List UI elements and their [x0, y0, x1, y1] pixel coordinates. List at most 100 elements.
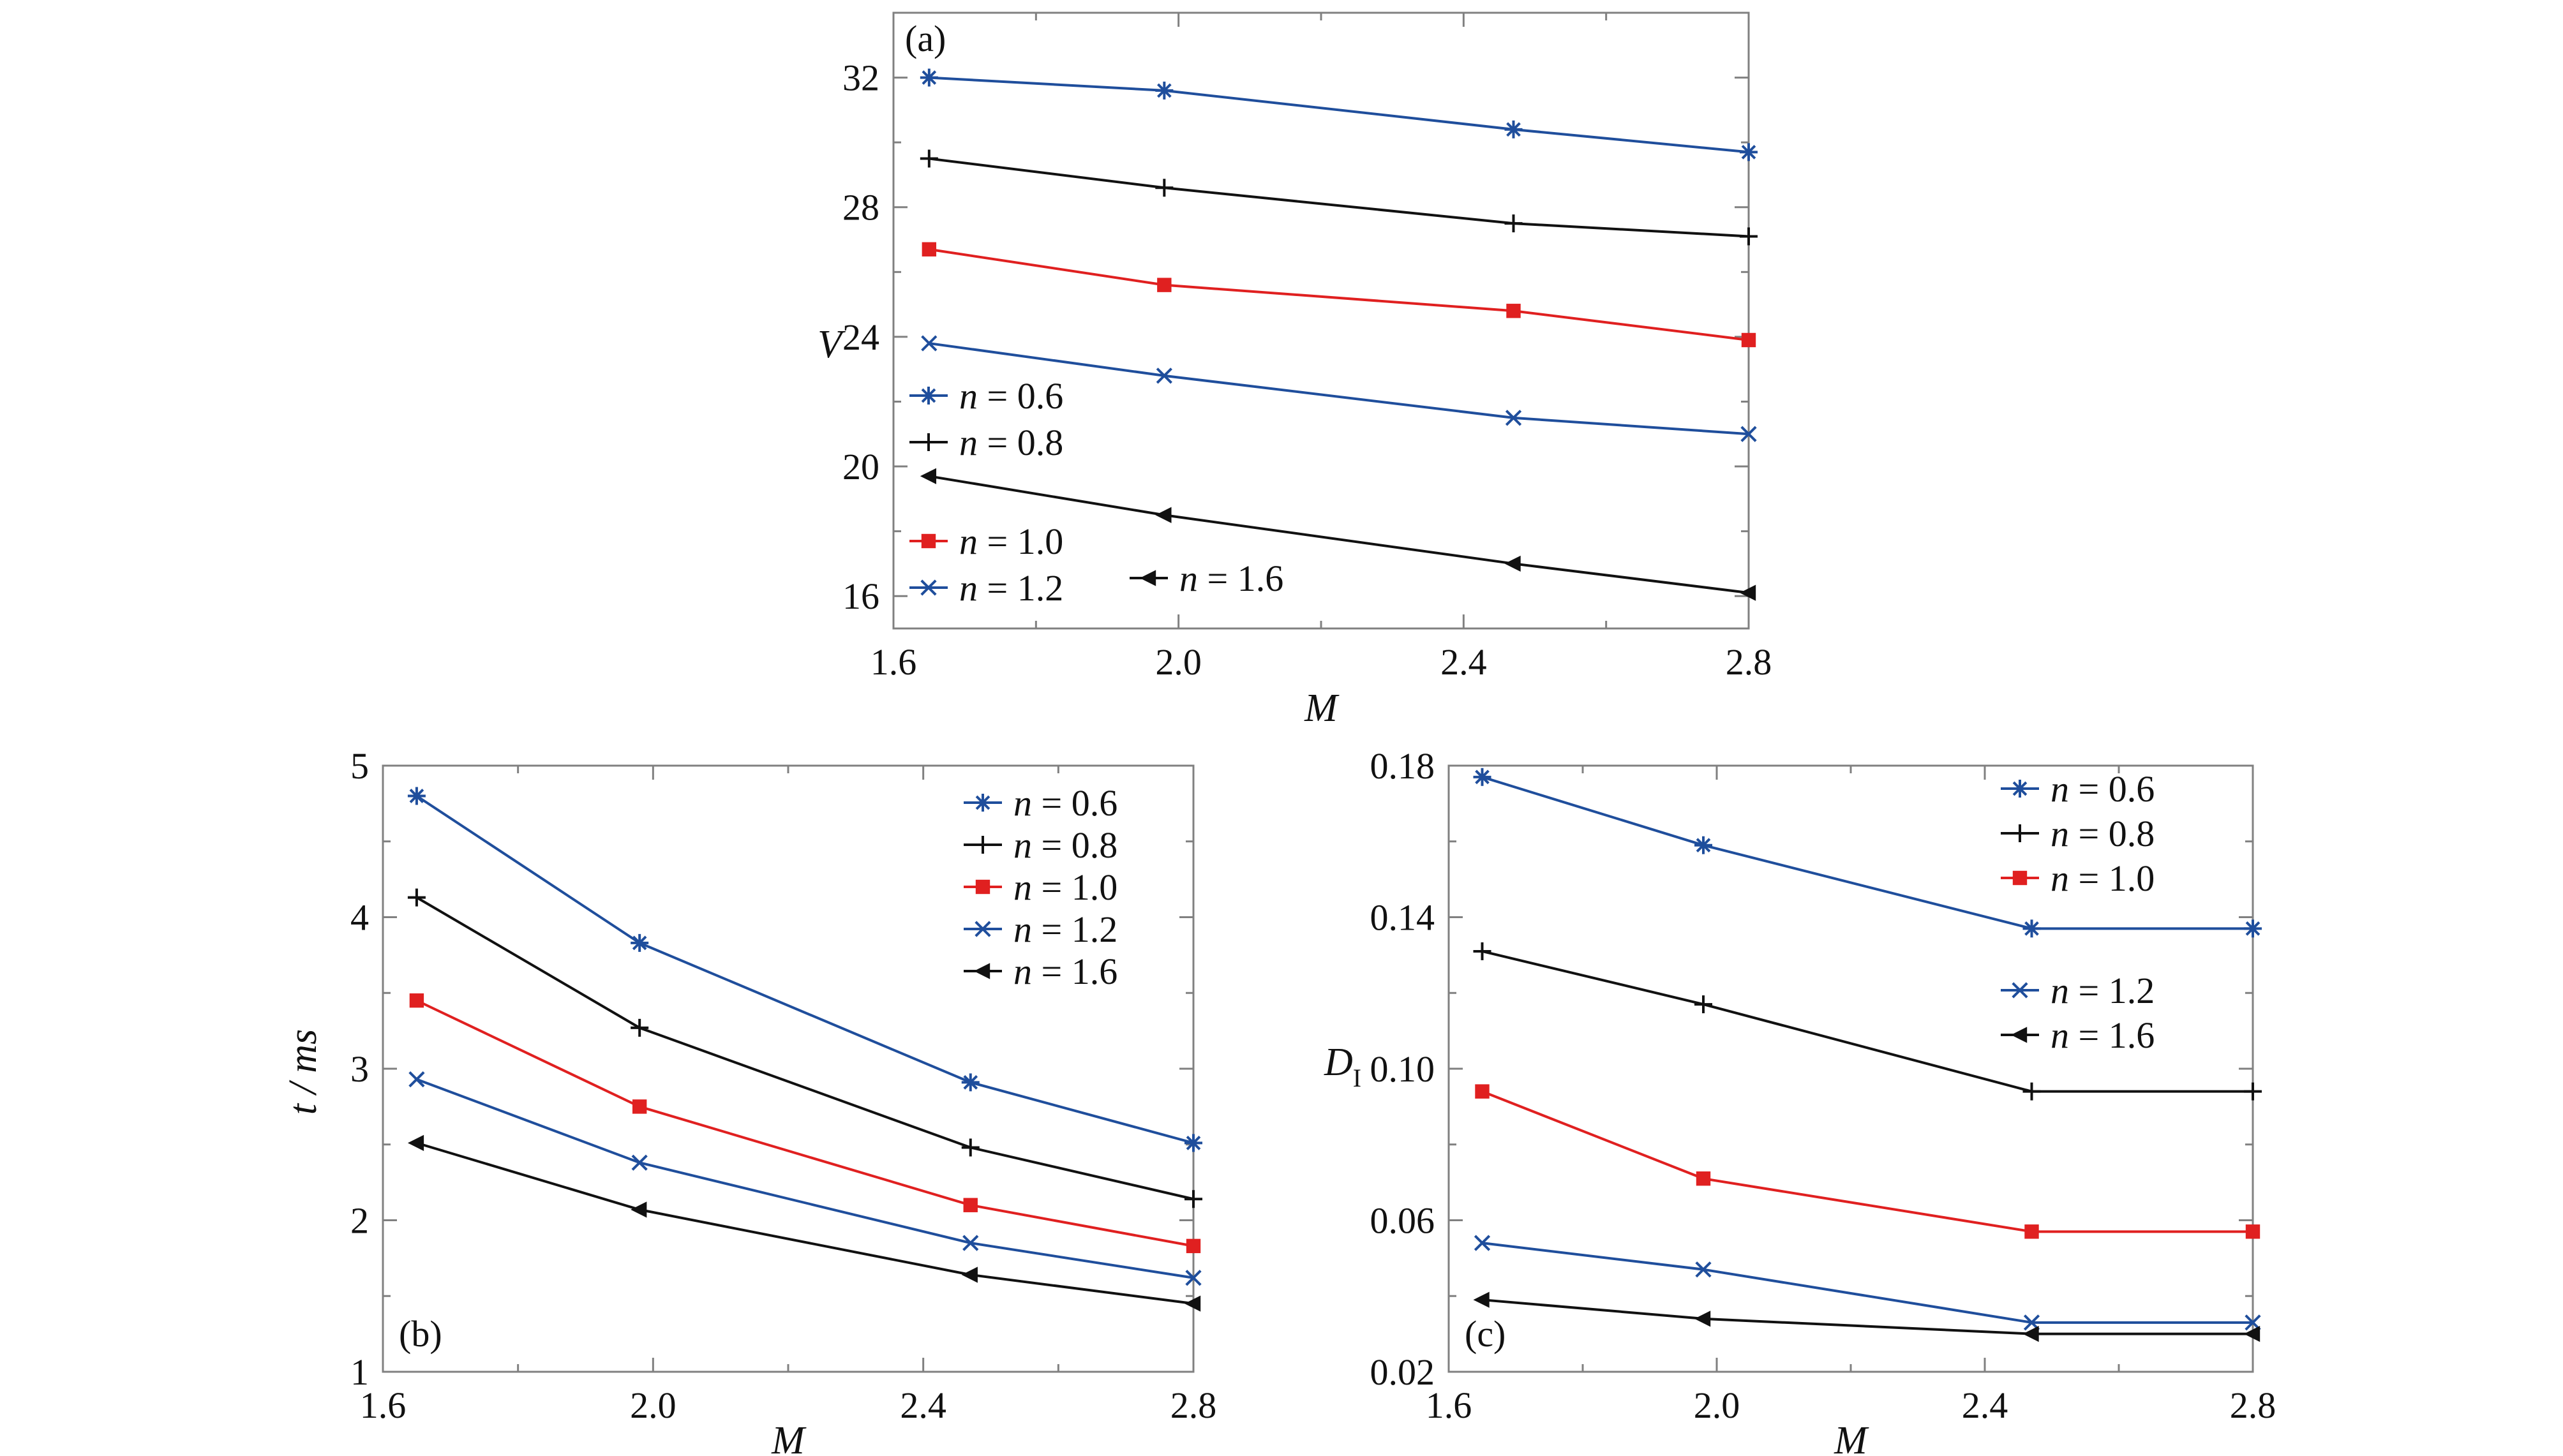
legend-label-var-a-2: n: [959, 521, 978, 562]
data-point-c-4-1: [1694, 1311, 1711, 1327]
legend-marker-c-4: [2011, 1027, 2028, 1043]
plot-frame-c: [1447, 764, 2254, 1373]
legend-c: n = 0.6n = 0.8n = 1.0n = 1.2n = 1.6: [2001, 768, 2155, 1056]
legend-marker-a-0: [920, 387, 938, 405]
data-point-a-0-0: [920, 68, 938, 87]
series-line-a-1: [929, 157, 1749, 238]
legend-label-val-c-3: = 1.2: [2069, 970, 2155, 1011]
y-tick-label-c-3: 0.14: [1370, 897, 1435, 939]
series-line-c-1: [1482, 949, 2253, 1093]
series-line-a-2: [929, 248, 1749, 341]
series-line-a-0: [929, 76, 1749, 154]
data-point-c-0-1: [1694, 836, 1712, 854]
data-point-a-3-0: [921, 335, 938, 352]
y-tick-label-a-1: 20: [842, 446, 879, 487]
y-tick-label-a-2: 24: [842, 316, 879, 358]
data-point-a-1-1: [1155, 179, 1174, 197]
y-tick-label-b-3: 4: [350, 897, 369, 939]
x-tick-label-c-2: 2.4: [1962, 1385, 2008, 1426]
series-line-b-1: [415, 896, 1194, 1201]
legend-marker-b-0: [974, 794, 992, 812]
legend-label-val-a-4: = 1.6: [1198, 558, 1283, 599]
chart-panel-c: 1.6 2.0 2.4 2.8 0.02 0.06 0.10 0.14 0.18 (c) M D…: [1324, 745, 2276, 1456]
data-point-c-3-1: [1695, 1261, 1712, 1278]
data-point-c-2-3: [2245, 1224, 2260, 1239]
y-tick-label-b-2: 3: [350, 1048, 369, 1090]
panel-label-a: (a): [905, 18, 946, 59]
series-line-c-0: [1481, 775, 2253, 930]
data-point-a-1-3: [1740, 227, 1758, 246]
data-point-a-1-2: [1504, 214, 1523, 233]
data-point-c-1-0: [1473, 942, 1491, 960]
legend-a: n = 0.6n = 0.8n = 1.0n = 1.2 n = 1.6: [909, 375, 1283, 609]
legend-label-b-2: n = 1.0: [1013, 866, 1117, 908]
legend-label-val-c-2: = 1.0: [2069, 858, 2155, 899]
legend-entry-b-3: n = 1.2: [964, 909, 1117, 950]
data-point-a-4-2: [1504, 555, 1521, 572]
data-point-c-0-0: [1473, 768, 1491, 786]
data-point-a-2-3: [1741, 332, 1756, 348]
series-line-c-3: [1482, 1242, 2253, 1324]
data-point-b-2-0: [409, 993, 424, 1008]
y-tick-label-c-0: 0.02: [1370, 1351, 1435, 1393]
legend-label-var-a-1: n: [959, 422, 978, 463]
y-tick-label-b-0: 1: [350, 1351, 369, 1393]
x-tick-label-c-0: 1.6: [1426, 1385, 1472, 1426]
legend-entry-a-4: n = 1.6: [1130, 558, 1283, 599]
legend-label-c-3: n = 1.2: [2051, 970, 2155, 1011]
series-line-a-3: [929, 342, 1749, 436]
legend-b: n = 0.6n = 0.8n = 1.0n = 1.2n = 1.6: [964, 782, 1117, 992]
legend-label-val-a-2: = 1.0: [978, 521, 1063, 562]
legend-label-c-0: n = 0.6: [2051, 768, 2155, 810]
legend-label-val-c-0: = 0.6: [2069, 768, 2155, 810]
legend-label-val-a-1: = 0.8: [978, 422, 1063, 463]
y-tick-label-c-2: 0.10: [1370, 1048, 1435, 1090]
x-axis-label-b: M: [771, 1419, 807, 1456]
legend-label-var-c-4: n: [2051, 1014, 2069, 1056]
data-point-a-0-3: [1740, 143, 1758, 161]
legend-label-var-c-3: n: [2051, 970, 2069, 1011]
series-group-c: [1473, 768, 2262, 1342]
legend-label-val-b-4: = 1.6: [1032, 951, 1117, 992]
legend-entry-a-3: n = 1.2: [909, 567, 1063, 609]
legend-label-val-b-0: = 0.6: [1032, 782, 1117, 824]
x-tick-label-b-3: 2.8: [1170, 1385, 1217, 1426]
data-point-b-2-3: [1186, 1238, 1201, 1254]
x-tick-label-a-1: 2.0: [1155, 641, 1202, 683]
legend-label-a-3: n = 1.2: [959, 567, 1063, 609]
series-group-b: [407, 787, 1202, 1312]
y-tick-label-c-1: 0.06: [1370, 1200, 1435, 1242]
series-line-b-4: [416, 1141, 1194, 1305]
legend-entry-a-0: n = 0.6: [909, 375, 1063, 417]
legend-marker-c-3: [2012, 982, 2028, 999]
legend-label-var-a-3: n: [959, 567, 978, 609]
legend-label-c-4: n = 1.6: [2051, 1014, 2155, 1056]
legend-label-c-2: n = 1.0: [2051, 858, 2155, 899]
legend-label-val-a-0: = 0.6: [978, 375, 1063, 417]
legend-label-var-b-3: n: [1013, 909, 1032, 950]
data-point-b-0-1: [631, 933, 649, 952]
data-point-b-3-0: [408, 1071, 425, 1088]
series-line-b-0: [415, 794, 1194, 1145]
legend-marker-c-1: [2011, 824, 2029, 842]
legend-marker-b-2: [975, 879, 990, 895]
x-tick-label-b-0: 1.6: [360, 1385, 407, 1426]
series-group-a: [920, 68, 1758, 601]
data-point-c-2-1: [1696, 1171, 1711, 1186]
y-axis-label-b: t / ms: [281, 1029, 325, 1115]
data-point-c-0-2: [2022, 919, 2041, 938]
series-line-c-4: [1482, 1298, 2253, 1335]
series-line-a-4: [929, 475, 1749, 595]
legend-marker-b-4: [974, 963, 990, 979]
legend-label-b-4: n = 1.6: [1013, 951, 1117, 992]
legend-label-val-c-1: = 0.8: [2069, 813, 2155, 854]
data-point-b-0-0: [407, 787, 426, 805]
tick-labels-c: 1.6 2.0 2.4 2.8 0.02 0.06 0.10 0.14 0.18: [1370, 745, 2276, 1426]
data-point-a-0-2: [1504, 120, 1523, 138]
data-point-b-1-0: [407, 888, 426, 907]
data-point-a-2-2: [1506, 304, 1521, 318]
legend-label-val-b-1: = 0.8: [1032, 824, 1117, 866]
series-line-b-2: [416, 999, 1194, 1247]
legend-entry-c-0: n = 0.6: [2001, 768, 2155, 810]
